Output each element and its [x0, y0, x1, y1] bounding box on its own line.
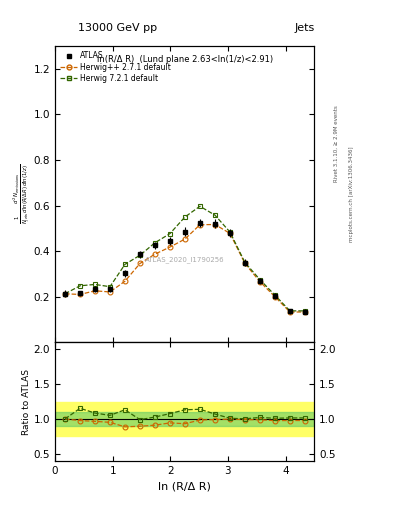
- Text: ATLAS_2020_I1790256: ATLAS_2020_I1790256: [145, 256, 224, 263]
- Y-axis label: $\frac{1}{N_{jets}}\frac{d^2 N_{emissions}}{d\ln(R/\Delta R)\,d\ln(1/z)}$: $\frac{1}{N_{jets}}\frac{d^2 N_{emission…: [12, 164, 32, 224]
- Text: mcplots.cern.ch [arXiv:1306.3436]: mcplots.cern.ch [arXiv:1306.3436]: [349, 147, 354, 242]
- Text: Jets: Jets: [294, 23, 314, 33]
- Y-axis label: Ratio to ATLAS: Ratio to ATLAS: [22, 369, 31, 435]
- Legend: ATLAS, Herwig++ 2.7.1 default, Herwig 7.2.1 default: ATLAS, Herwig++ 2.7.1 default, Herwig 7.…: [59, 50, 173, 84]
- Text: ln(R/Δ R)  (Lund plane 2.63<ln(1/z)<2.91): ln(R/Δ R) (Lund plane 2.63<ln(1/z)<2.91): [97, 55, 273, 64]
- X-axis label: ln (R/Δ R): ln (R/Δ R): [158, 481, 211, 491]
- Text: 13000 GeV pp: 13000 GeV pp: [78, 23, 158, 33]
- Text: Rivet 3.1.10, ≥ 2.9M events: Rivet 3.1.10, ≥ 2.9M events: [334, 105, 338, 182]
